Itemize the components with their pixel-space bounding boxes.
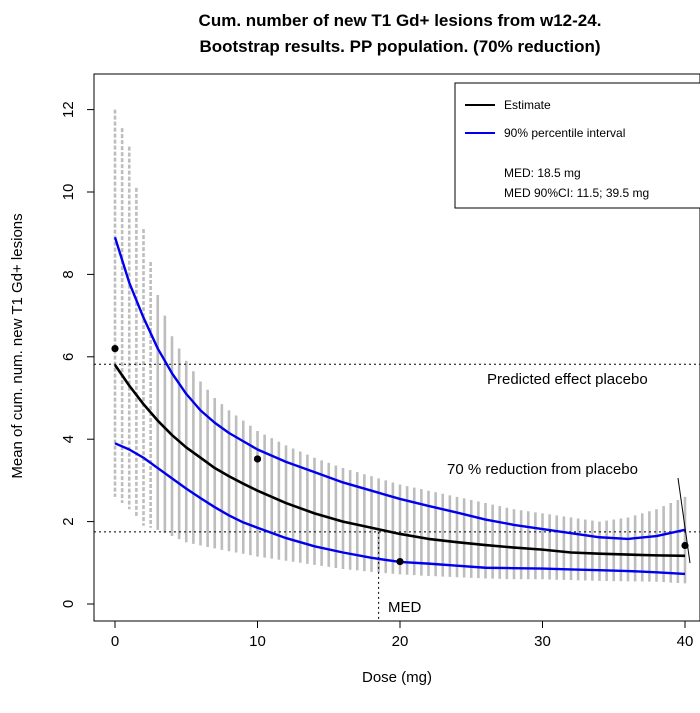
y-axis: 0 2 4 6 8 10 12: [60, 101, 95, 608]
reference-lines: [94, 363, 700, 621]
y-tick-label: 8: [60, 270, 77, 278]
x-tick-label: 10: [249, 633, 266, 650]
y-axis-label: Mean of cum. num. new T1 Gd+ lesions: [9, 213, 26, 478]
y-tick-label: 6: [60, 353, 77, 361]
reduction-label: 70 % reduction from placebo: [447, 461, 638, 478]
legend-interval-label: 90% percentile interval: [504, 126, 625, 140]
estimate-line: [113, 364, 686, 558]
reduction-pointer: [677, 477, 691, 564]
legend-med-text: MED: 18.5 mg: [504, 166, 581, 180]
x-axis: 0 10 20 30 40: [111, 620, 694, 650]
x-axis-label: Dose (mg): [362, 669, 432, 686]
x-tick-label: 40: [677, 633, 694, 650]
observed-point: [111, 344, 119, 353]
med-label: MED: [388, 599, 422, 616]
chart-title-line2: Bootstrap results. PP population. (70% r…: [199, 37, 600, 56]
y-tick-label: 4: [60, 435, 77, 443]
legend-box: [454, 82, 700, 209]
lower-interval-line: [114, 442, 686, 576]
x-tick-label: 20: [392, 633, 409, 650]
y-tick-label: 12: [60, 101, 77, 118]
y-tick-label: 0: [60, 600, 77, 608]
legend: Estimate 90% percentile interval MED: 18…: [454, 82, 700, 209]
y-tick-label: 2: [60, 517, 77, 525]
chart-title-line1: Cum. number of new T1 Gd+ lesions from w…: [199, 11, 602, 30]
y-tick-label: 10: [60, 184, 77, 201]
series-lines: [113, 236, 686, 576]
x-tick-label: 0: [111, 633, 119, 650]
legend-estimate-label: Estimate: [504, 98, 551, 112]
observed-point: [253, 455, 262, 463]
upper-interval-line: [113, 236, 686, 541]
observed-point: [396, 557, 404, 566]
x-tick-label: 30: [534, 633, 551, 650]
legend-med-ci-text: MED 90%CI: 11.5; 39.5 mg: [504, 186, 649, 200]
placebo-label: Predicted effect placebo: [487, 371, 648, 388]
